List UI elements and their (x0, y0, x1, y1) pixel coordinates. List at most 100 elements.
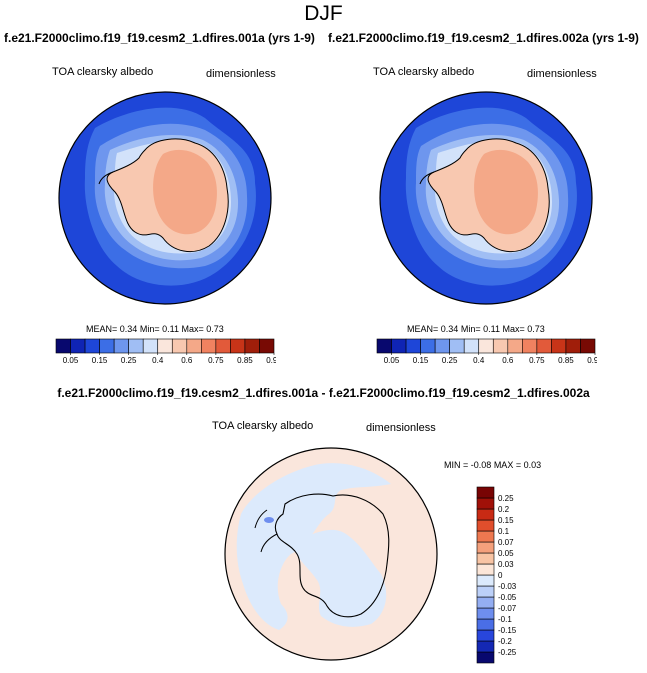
difference-colorbar-swatch (476, 497, 495, 510)
panel2-colorbar-swatch (580, 338, 596, 354)
panel2-colorbar-swatch (463, 338, 480, 354)
panel2-colorbar-swatch (536, 338, 552, 354)
difference-colorbar-label: -0.25 (498, 648, 517, 657)
difference-colorbar-label: 0.05 (498, 549, 514, 558)
panel2-colorbar-label: 0.75 (529, 356, 545, 365)
difference-polar-map (224, 447, 438, 661)
difference-title: f.e21.F2000climo.f19_f19.cesm2_1.dfires.… (57, 386, 590, 400)
difference-colorbar-label: 0.15 (498, 516, 514, 525)
panel1-peninsula-coast (98, 171, 114, 185)
panel2-colorbar-swatch (376, 338, 392, 354)
difference-colorbar-label: 0.07 (498, 538, 514, 547)
difference-colorbar-label: 0.03 (498, 560, 514, 569)
panel1-colorbar-swatch (99, 338, 115, 354)
panel1-units-label: dimensionless (206, 68, 276, 80)
difference-colorbar-swatch (476, 541, 495, 554)
difference-colorbar-label: -0.15 (498, 626, 517, 635)
difference-max-label: MAX = (493, 460, 522, 470)
difference-colorbar-swatch (476, 519, 495, 532)
panel1-map-border (58, 91, 272, 305)
panel1-polar-plateau (153, 149, 217, 235)
difference-antarctica-coastline (274, 493, 390, 618)
panel1-colorbar-swatch (157, 338, 173, 354)
panel2-map-border (379, 91, 593, 305)
difference-peninsula-coast (254, 509, 278, 553)
panel1-variable-label: TOA clearsky albedo (52, 66, 154, 78)
panel2-colorbar-swatch (507, 338, 523, 354)
panel2-polar-map (379, 91, 593, 305)
panel2-colorbar-swatch (522, 338, 538, 354)
panel1-colorbar-label: 0.4 (152, 356, 164, 365)
panel1-colorbar-swatch (128, 338, 144, 354)
difference-colorbar-label: 0.2 (498, 505, 510, 514)
panel1-colorbar-label: 0.25 (121, 356, 137, 365)
panel2-units-label: dimensionless (527, 68, 597, 80)
difference-colorbar-label: -0.1 (498, 615, 512, 624)
panel2-colorbar-label: 0.85 (558, 356, 574, 365)
panel1-colorbar-swatch (186, 338, 202, 354)
difference-negative-region-1 (236, 463, 391, 630)
difference-variable-label: TOA clearsky albedo (212, 420, 314, 432)
panel1-colorbar-label: 0.05 (63, 356, 79, 365)
panel2-colorbar-swatch (405, 338, 421, 354)
panel2-colorbar-swatch (434, 338, 450, 354)
difference-colorbar-label: -0.05 (498, 593, 517, 602)
panel1-colorbar-swatch (171, 338, 188, 354)
panel2-colorbar-label: 0.95 (587, 356, 597, 365)
difference-colorbar-swatch (476, 629, 495, 642)
difference-colorbar-label: 0.1 (498, 527, 510, 536)
panel1-colorbar-swatch (142, 338, 159, 354)
panel1-max-label: Max= (181, 324, 204, 334)
difference-colorbar-swatch (476, 607, 495, 620)
panel1-polar-map (58, 91, 272, 305)
panel2-colorbar-label: 0.6 (502, 356, 514, 365)
panel1-colorbar: 0.05 0.15 0.25 0.4 0.6 0.75 0.85 0.95 (55, 338, 276, 365)
panel1-mean-label: MEAN= (86, 324, 118, 334)
panel2-colorbar-swatch (449, 338, 465, 354)
difference-colorbar-swatch (476, 574, 495, 587)
difference-colorbar-swatch (476, 530, 495, 543)
panel2-min-label: Min= (460, 324, 481, 334)
panel2-max-label: Max= (502, 324, 525, 334)
panel1-stats: MEAN= 0.34 Min= 0.11 Max= 0.73 (86, 324, 224, 334)
panel2-peninsula-coast (419, 171, 435, 185)
difference-colorbar-swatch (476, 563, 495, 576)
panel2-colorbar-swatch (391, 338, 407, 354)
panel1-max-value: 0.73 (206, 324, 224, 334)
panel1-colorbar-swatch (55, 338, 71, 354)
panel2-case-title: f.e21.F2000climo.f19_f19.cesm2_1.dfires.… (328, 31, 639, 45)
panel2-max-value: 0.73 (527, 324, 545, 334)
difference-colorbar: 0.25 0.2 0.15 0.1 0.07 0.05 0.03 0 -0.03 -0.05 -0.… (476, 486, 517, 664)
difference-colorbar-swatch (476, 585, 495, 598)
panel1-colorbar-swatch (259, 338, 275, 354)
panel1-colorbar-label: 0.95 (266, 356, 276, 365)
page-title: DJF (304, 2, 343, 25)
panel1-mean-value: 0.34 (119, 324, 138, 334)
panel1-case-title: f.e21.F2000climo.f19_f19.cesm2_1.dfires.… (4, 31, 315, 45)
difference-negative-region-3 (259, 480, 287, 514)
panel1-colorbar-label: 0.75 (208, 356, 224, 365)
panel1-colorbar-label: 0.15 (92, 356, 108, 365)
panel2-variable-label: TOA clearsky albedo (373, 66, 475, 78)
difference-min-label: MIN = (444, 460, 469, 470)
panel2-colorbar-swatch (565, 338, 581, 354)
panel1-min-label: Min= (139, 324, 160, 334)
panel1-colorbar-label: 0.6 (181, 356, 193, 365)
panel1-colorbar-swatch (215, 338, 231, 354)
panel2-mean-value: 0.34 (440, 324, 459, 334)
difference-anomaly-spot (264, 517, 274, 523)
panel1-colorbar-swatch (84, 338, 100, 354)
difference-colorbar-swatch (476, 552, 495, 565)
difference-colorbar-swatch (476, 486, 495, 499)
panel2-mean-label: MEAN= (407, 324, 439, 334)
panel2-colorbar-label: 0.4 (473, 356, 485, 365)
panel2-colorbar: 0.05 0.15 0.25 0.4 0.6 0.75 0.85 0.95 (376, 338, 597, 365)
panel1-colorbar-swatch (201, 338, 217, 354)
difference-colorbar-swatch (476, 651, 495, 664)
difference-negative-region-2 (291, 529, 387, 627)
difference-colorbar-label: -0.07 (498, 604, 517, 613)
panel1-colorbar-swatch (70, 338, 86, 354)
panel2-colorbar-swatch (551, 338, 567, 354)
panel1-min-value: 0.11 (162, 324, 179, 334)
difference-max-value: 0.03 (523, 460, 542, 470)
